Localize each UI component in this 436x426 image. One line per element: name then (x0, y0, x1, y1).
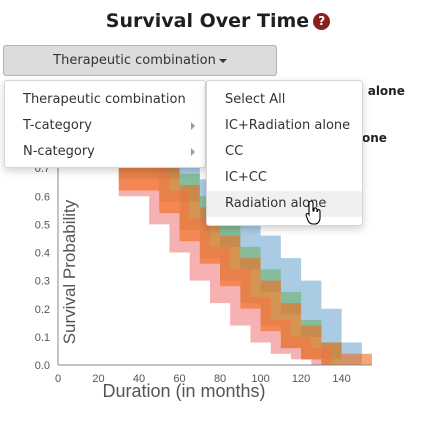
x-tick-label: 120 (292, 373, 310, 385)
chevron-right-icon (191, 148, 195, 156)
y-tick-label: 0.5 (35, 219, 50, 231)
y-tick-label: 0.2 (35, 304, 50, 316)
group-by-menu: Therapeutic combination T-category N-cat… (4, 80, 206, 168)
y-axis-label: Survival Probability (60, 199, 79, 344)
page-title: Survival Over Time? (0, 10, 436, 32)
legend-label-fragment: n alone (355, 84, 405, 98)
menu-item-therapeutic-combination[interactable]: Therapeutic combination (23, 92, 186, 107)
x-tick-labels: 0 20 40 60 80 100 120 140 (55, 373, 351, 385)
submenu-item-cc[interactable]: CC (225, 144, 244, 159)
survival-band-radiation-alone (118, 145, 372, 365)
legend-label-fragment: one (362, 131, 387, 145)
x-axis-label: Duration (in months) (102, 381, 265, 401)
y-tick-label: 0.6 (35, 191, 50, 203)
menu-item-n-category[interactable]: N-category (5, 139, 205, 165)
y-tick-labels: 0.00.10.20.30.40.50.60.7 (35, 163, 50, 372)
submenu-item-select-all[interactable]: Select All (225, 92, 286, 107)
x-tick-label: 0 (55, 373, 61, 385)
caret-down-icon (218, 58, 227, 63)
page-title-text: Survival Over Time (105, 10, 310, 32)
x-tick-label: 80 (214, 373, 226, 385)
submenu-item-ic-cc[interactable]: IC+CC (225, 170, 267, 185)
x-tick-label: 40 (133, 373, 145, 385)
y-tick-label: 0.3 (35, 276, 50, 288)
submenu-item-ic-radiation-alone[interactable]: IC+Radiation alone (225, 118, 351, 133)
x-tick-label: 140 (332, 373, 350, 385)
menu-item-t-category[interactable]: T-category (5, 113, 205, 139)
chevron-right-icon (191, 122, 195, 130)
y-tick-label: 0.1 (35, 332, 50, 344)
survival-bands (118, 140, 372, 365)
y-tick-label: 0.4 (35, 248, 50, 260)
dropdown-button-label: Therapeutic combination (53, 53, 216, 68)
group-by-dropdown-button[interactable]: Therapeutic combination (3, 45, 277, 76)
x-tick-label: 100 (251, 373, 269, 385)
therapeutic-combination-submenu: Select All IC+Radiation alone CC IC+CC R… (206, 80, 363, 226)
x-tick-label: 20 (92, 373, 104, 385)
help-icon[interactable]: ? (313, 13, 331, 30)
x-tick-label: 60 (173, 373, 185, 385)
hand-pointer-icon (305, 200, 321, 225)
submenu-item-radiation-alone[interactable]: Radiation alone (207, 191, 362, 217)
y-tick-label: 0.0 (35, 360, 50, 372)
